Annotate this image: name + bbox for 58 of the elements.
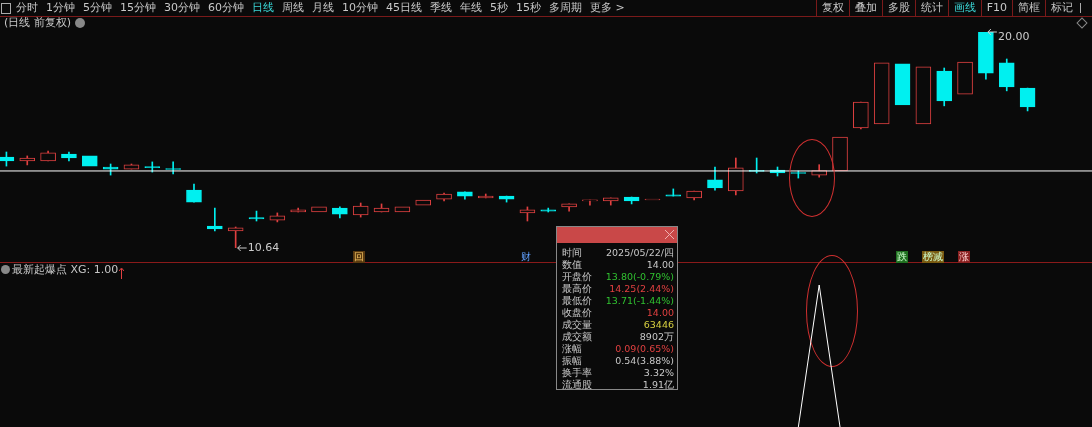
category-label: 45日线 xyxy=(385,0,423,16)
category-label: 5分钟 xyxy=(82,0,113,16)
category-label: 周线 xyxy=(281,0,305,16)
category-label: 月线 xyxy=(311,0,335,16)
text: 63446 xyxy=(643,319,674,330)
category-label: 10分钟 xyxy=(341,0,379,16)
category-label: 15秒 xyxy=(515,0,542,16)
text: 0.09(0.65%) xyxy=(615,343,674,354)
annotation: 20.00 xyxy=(997,29,1030,43)
category-label: 复权 xyxy=(815,0,849,16)
category-label: 1分钟 xyxy=(45,0,76,16)
text: 8902万 xyxy=(639,331,674,342)
category-label: 收盘价 xyxy=(562,307,592,319)
category-label: 成交量 xyxy=(562,319,592,331)
category-label: 换手率 xyxy=(562,367,592,379)
category-label: 流通股 xyxy=(562,379,592,391)
category-label: 最高价 xyxy=(562,283,592,295)
text: 14.00 xyxy=(646,259,674,270)
category-label: 振幅 xyxy=(562,355,582,367)
category-label: 15分钟 xyxy=(119,0,157,16)
category-label: 季线 xyxy=(429,0,453,16)
category-label: 成交额 xyxy=(562,331,592,343)
category-label: 多周期 xyxy=(548,0,583,16)
text: 榜减 xyxy=(922,251,944,263)
text: 14.00 xyxy=(646,307,674,318)
category-label: 画线 xyxy=(947,0,981,16)
category-label: 数值 xyxy=(562,259,582,271)
category-label: 涨幅 xyxy=(562,343,582,355)
category-label: 开盘价 xyxy=(562,271,592,283)
text: 3.32% xyxy=(643,367,674,378)
category-label: 30分钟 xyxy=(163,0,201,16)
category-label: 多股 xyxy=(881,0,915,16)
text: 0.54(3.88%) xyxy=(615,355,674,366)
annotation: 10.64 xyxy=(247,240,280,254)
chart-title: 最新起爆点 XG: 1.00 xyxy=(12,263,119,276)
chart-title: (日线 前复权) xyxy=(4,16,72,29)
category-label: 分时 xyxy=(15,0,39,16)
category-label: 更多 > xyxy=(589,0,626,16)
category-label: 最低价 xyxy=(562,295,592,307)
text: 2025/05/22/四 xyxy=(606,247,674,258)
text: 跌 xyxy=(896,251,908,263)
category-label: 年线 xyxy=(459,0,483,16)
text: 14.25(2.44%) xyxy=(609,283,674,294)
category-label: 标记 xyxy=(1045,0,1078,16)
text: 涨 xyxy=(958,251,970,263)
category-label: 统计 xyxy=(914,0,948,16)
category-label: 日线 xyxy=(251,0,275,16)
text: 回 xyxy=(353,251,365,263)
category-label: 时间 xyxy=(562,247,582,259)
text: 1.91亿 xyxy=(642,379,674,390)
category-label: F10 xyxy=(980,0,1012,16)
category-label: 简框 xyxy=(1012,0,1045,16)
text: 13.71(-1.44%) xyxy=(605,295,674,306)
category-label: 叠加 xyxy=(848,0,882,16)
text: 13.80(-0.79%) xyxy=(605,271,674,282)
category-label: 60分钟 xyxy=(207,0,245,16)
text: 财 xyxy=(520,251,532,263)
category-label: 5秒 xyxy=(489,0,509,16)
